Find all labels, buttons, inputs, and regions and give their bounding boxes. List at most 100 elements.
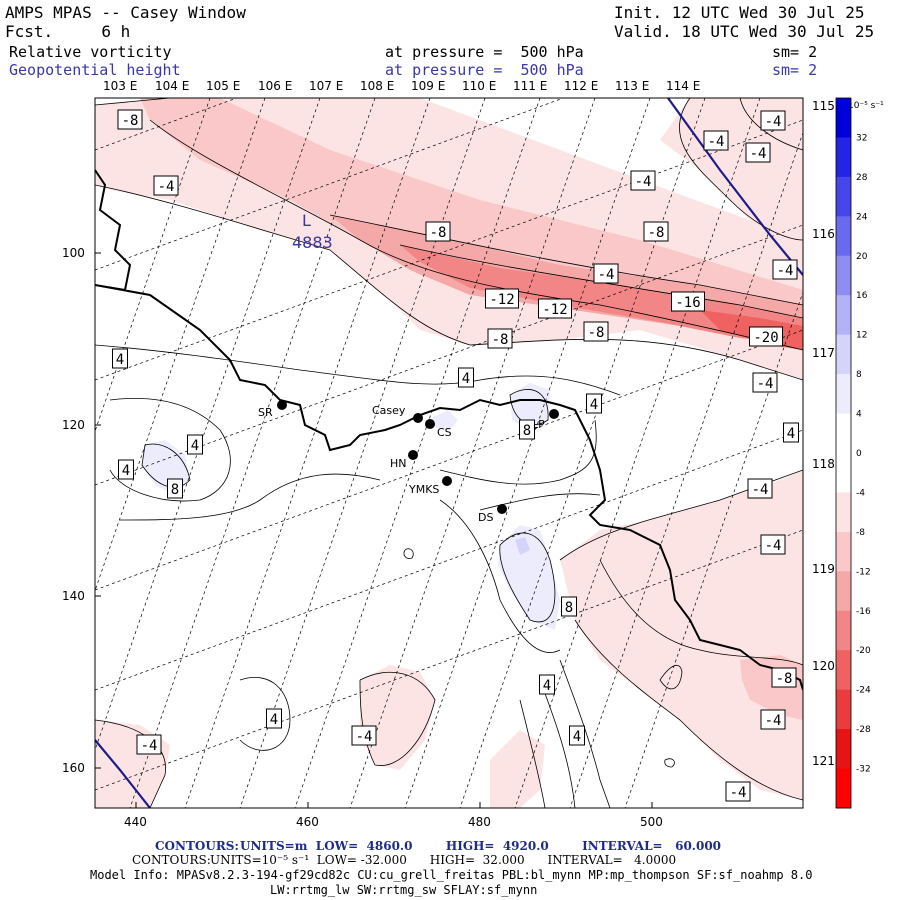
colorbar-tick-label: 20 (856, 252, 868, 262)
contour-label: -4 (747, 478, 773, 499)
svg-text:-4: -4 (765, 114, 782, 130)
contour-label: 4 (187, 434, 203, 455)
contour-label: 4 (569, 725, 585, 746)
colorbar-segment (836, 610, 851, 651)
contour-label: -4 (760, 534, 786, 555)
low-height-value: 4883 (292, 233, 333, 252)
colorbar-segment (836, 650, 851, 691)
svg-text:-12: -12 (542, 302, 567, 318)
svg-text:-8: -8 (492, 332, 509, 348)
colorbar-segment (836, 295, 851, 336)
contour-label: -4 (725, 781, 751, 802)
longitude-label: 108 E (360, 79, 394, 93)
colorbar-segment (836, 216, 851, 257)
forecast-hour: Fcst. 6 h (5, 22, 131, 41)
station-dot (277, 400, 287, 410)
contour-label: -8 (487, 328, 513, 349)
svg-text:-8: -8 (122, 113, 139, 129)
colorbar-tick-label: 16 (856, 291, 868, 301)
meridian-line (624, 291, 803, 808)
field1-name: Relative vorticity (9, 43, 172, 61)
contour-label: -12 (538, 298, 572, 319)
longitude-label: 103 E (103, 79, 137, 93)
contour-label: 4 (118, 459, 134, 480)
meridian-line (569, 131, 803, 808)
svg-text:4: 4 (787, 426, 795, 442)
plot-frame (94, 97, 804, 809)
svg-text:-4: -4 (757, 376, 774, 392)
longitude-label: 109 E (411, 79, 445, 93)
contours-label-1: CONTOURS: (155, 839, 239, 853)
x-tick-label: 460 (296, 815, 319, 829)
coastline (95, 169, 803, 691)
y-axis-ticks: 100 120 140 160 (62, 246, 101, 775)
station-dot (425, 419, 435, 429)
low-marker-label: L (302, 211, 311, 230)
colorbar-segment (836, 453, 851, 493)
colorbar-segment (836, 413, 851, 454)
svg-text:4: 4 (191, 438, 199, 454)
svg-text:-16: -16 (675, 295, 700, 311)
longitude-label: 104 E (155, 79, 189, 93)
meridian-line (459, 98, 706, 808)
colorbar-tick-label: 8 (856, 370, 862, 380)
station-label: LP (532, 418, 545, 431)
colorbar-tick-label: 4 (856, 410, 862, 420)
colorbar-segment (836, 531, 851, 572)
y-tick-label: 160 (62, 761, 85, 775)
svg-text:4: 4 (122, 463, 130, 479)
svg-text:-8: -8 (648, 225, 665, 241)
vorticity-contours (95, 98, 803, 808)
meridian-line (404, 98, 651, 808)
contour-label: -4 (760, 709, 786, 730)
colorbar-segment (836, 176, 851, 217)
colorbar-tick-label: 28 (856, 173, 868, 183)
contour-label: -12 (485, 288, 519, 309)
svg-text:-4: -4 (765, 713, 782, 729)
svg-text:-12: -12 (489, 292, 514, 308)
x-tick-label: 440 (124, 815, 147, 829)
station-dot (497, 504, 507, 514)
svg-text:8: 8 (171, 482, 179, 498)
contour-label: -20 (749, 326, 783, 347)
contour-label: -16 (671, 291, 705, 312)
svg-text:4: 4 (270, 712, 278, 728)
field1-smoothing: sm= 2 (772, 43, 818, 61)
colorbar-segment (836, 571, 851, 612)
station-dot (442, 476, 452, 486)
contour-label: -4 (745, 142, 771, 163)
svg-text:-4: -4 (141, 738, 158, 754)
y-tick-label: 120 (62, 418, 85, 432)
vorticity-shade-pos4-casey (432, 410, 458, 430)
contour-label: -8 (643, 221, 669, 242)
station-label: HN (390, 457, 407, 470)
svg-text:-8: -8 (588, 325, 605, 341)
svg-text:-4: -4 (356, 729, 373, 745)
svg-text:-4: -4 (750, 146, 767, 162)
contours-info-vorticity: UNITS=10⁻⁵ s⁻¹ LOW= -32.000 HIGH= 32.000… (210, 853, 677, 867)
contour-label: 4 (783, 422, 799, 443)
y-tick-label: 140 (62, 589, 85, 603)
field2-smoothing: sm= 2 (772, 61, 818, 79)
svg-text:-8: -8 (430, 225, 447, 241)
longitude-label: 113 E (615, 79, 649, 93)
colorbar-tick-label: -20 (856, 646, 871, 656)
geopotential-height-contours (95, 98, 803, 808)
longitude-label: 106 E (258, 79, 292, 93)
svg-text:-4: -4 (765, 538, 782, 554)
contour-label: -4 (772, 259, 798, 280)
model-info-line1: Model Info: MPASv8.2.3-194-gf29cd82c CU:… (90, 868, 813, 882)
colorbar-tick-label: 24 (856, 212, 868, 222)
station-label: Casey (372, 404, 406, 417)
station-label: YMKS (408, 483, 439, 496)
station-label: SR (258, 406, 273, 419)
colorbar: 32 28 24 20 16 12 8 4 0 -4 -8 -12 -16 -20 -24 -28 -32 (835, 97, 871, 809)
colorbar-tick-label: -32 (856, 765, 871, 775)
longitude-label: 107 E (309, 79, 343, 93)
longitude-labels: 103 E 104 E 105 E 106 E 107 E 108 E 109 E 110 E… (103, 79, 700, 93)
contour-labels: -8 -4 -8 -8 -4 -4 -4 -4 -12 -12 -16 -20 -8 -8 -4 4 4 4 8 4 4… (112, 109, 799, 802)
longitude-label: 105 E (206, 79, 240, 93)
contour-label: -8 (117, 109, 143, 130)
field2-name: Geopotential height (9, 61, 181, 79)
longitude-label: 114 E (666, 79, 700, 93)
